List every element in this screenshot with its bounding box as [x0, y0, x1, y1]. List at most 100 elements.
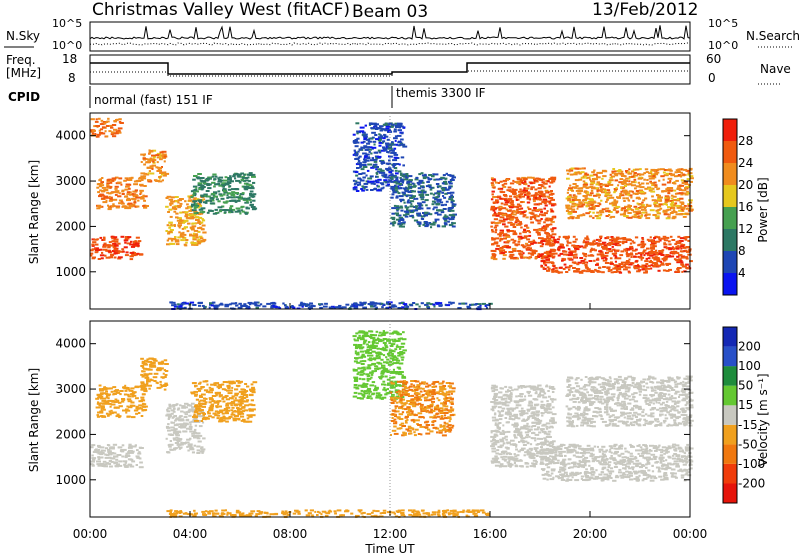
- power_db-cell: [585, 191, 590, 194]
- velocity-cell: [167, 407, 172, 410]
- power_db-cell: [103, 122, 107, 125]
- velocity-cell: [222, 419, 226, 422]
- power_db-cell: [107, 117, 110, 120]
- power_db-cell: [514, 216, 519, 219]
- velocity-cell: [146, 358, 150, 361]
- power_db-cell: [369, 301, 373, 304]
- power_db-cell: [395, 214, 399, 217]
- power_db-cell: [522, 252, 525, 255]
- power_db-cell: [394, 122, 399, 125]
- power_db-cell: [645, 182, 650, 185]
- power_db-cell: [603, 256, 607, 259]
- power_db-cell: [582, 241, 586, 244]
- power_db-cell: [587, 254, 591, 257]
- power_db-cell: [391, 212, 396, 215]
- power_db-cell: [110, 196, 113, 199]
- power_db-cell: [223, 209, 228, 211]
- power_db-cell: [353, 183, 356, 186]
- power_db-cell: [525, 242, 529, 245]
- power_db-cell: [486, 304, 490, 307]
- power_db-cell: [126, 197, 130, 200]
- power_db-cell: [639, 168, 642, 171]
- power_db-cell: [608, 214, 611, 216]
- power_db-cell: [527, 208, 532, 211]
- power_db-cell: [417, 222, 420, 225]
- power_db-cell: [512, 226, 517, 228]
- power_db-cell: [354, 158, 360, 160]
- power_db-cell: [493, 256, 496, 259]
- power_db-cell: [569, 184, 572, 187]
- power_db-cell: [121, 193, 125, 195]
- power_db-cell: [653, 181, 657, 184]
- power_db-cell: [543, 212, 548, 215]
- power_db-cell: [638, 243, 643, 246]
- power_db-cell: [643, 254, 646, 257]
- power_db-cell: [273, 305, 278, 308]
- power_db-cell: [381, 174, 386, 177]
- power_db-cell: [375, 168, 378, 171]
- cpid-label: CPID: [8, 90, 40, 104]
- power_db-cell: [182, 221, 185, 224]
- velocity-cell: [143, 388, 148, 391]
- velocity-cell: [204, 418, 207, 421]
- power_db-cell: [130, 240, 133, 243]
- velocity-cell: [392, 376, 396, 379]
- power_db-cell: [435, 302, 440, 305]
- power_db-cell: [518, 252, 521, 255]
- power_db-cell: [510, 200, 514, 202]
- power_db-cell: [396, 134, 402, 137]
- power_db-cell: [574, 197, 578, 200]
- power_db-cell: [417, 183, 421, 186]
- velocity-cell: [227, 380, 231, 383]
- power_db-cell: [601, 271, 605, 274]
- velocity-cell: [129, 393, 134, 396]
- power_db-cell: [571, 202, 577, 205]
- power_db-cell: [304, 305, 308, 307]
- velocity-cell: [149, 365, 152, 368]
- power_db-cell: [630, 196, 633, 199]
- power_db-cell: [193, 197, 197, 200]
- power_db-cell: [103, 238, 106, 241]
- power_db-cell: [384, 148, 387, 151]
- power_db-cell: [375, 123, 379, 126]
- power_db-cell: [682, 168, 688, 171]
- velocity-cell: [222, 400, 226, 403]
- velocity-cell: [188, 414, 192, 417]
- power_db-cell: [196, 242, 201, 245]
- power_db-cell: [648, 264, 651, 267]
- power_db-cell: [211, 301, 216, 304]
- power_db-cell: [687, 203, 690, 206]
- power_db-cell: [638, 189, 644, 192]
- velocity-cell: [143, 367, 147, 370]
- power_db-cell: [520, 195, 525, 198]
- power_db-cell: [169, 215, 173, 218]
- power_db-cell: [138, 177, 143, 180]
- power_db-cell: [498, 208, 502, 211]
- power_db-cell: [450, 194, 454, 197]
- power_db-cell: [492, 214, 496, 217]
- velocity-cell: [204, 397, 208, 400]
- power_db-cell: [400, 143, 406, 146]
- power_db-cell: [671, 201, 675, 204]
- velocity-cell: [137, 385, 141, 388]
- power_db-cell: [567, 217, 570, 220]
- power_db-cell: [498, 219, 503, 222]
- velocity-cell: [227, 392, 233, 395]
- power_db-cell: [677, 168, 681, 171]
- velocity-cell: [209, 409, 214, 412]
- power_db-cell: [625, 180, 628, 182]
- velocity-cell: [168, 403, 171, 406]
- power_db-cell: [506, 189, 512, 192]
- power_db-cell: [568, 207, 573, 210]
- power_db-cell: [170, 196, 175, 199]
- power_db-cell: [592, 240, 596, 243]
- power_db-cell: [658, 238, 661, 241]
- power_db-cell: [491, 243, 494, 246]
- power_db-cell: [651, 241, 657, 244]
- velocity-cell: [97, 448, 101, 451]
- power_db-cell: [505, 241, 510, 244]
- velocity-cell: [398, 362, 404, 365]
- power_db-cell: [660, 168, 665, 171]
- velocity-cell: [195, 407, 201, 410]
- power_db-cell: [152, 160, 155, 163]
